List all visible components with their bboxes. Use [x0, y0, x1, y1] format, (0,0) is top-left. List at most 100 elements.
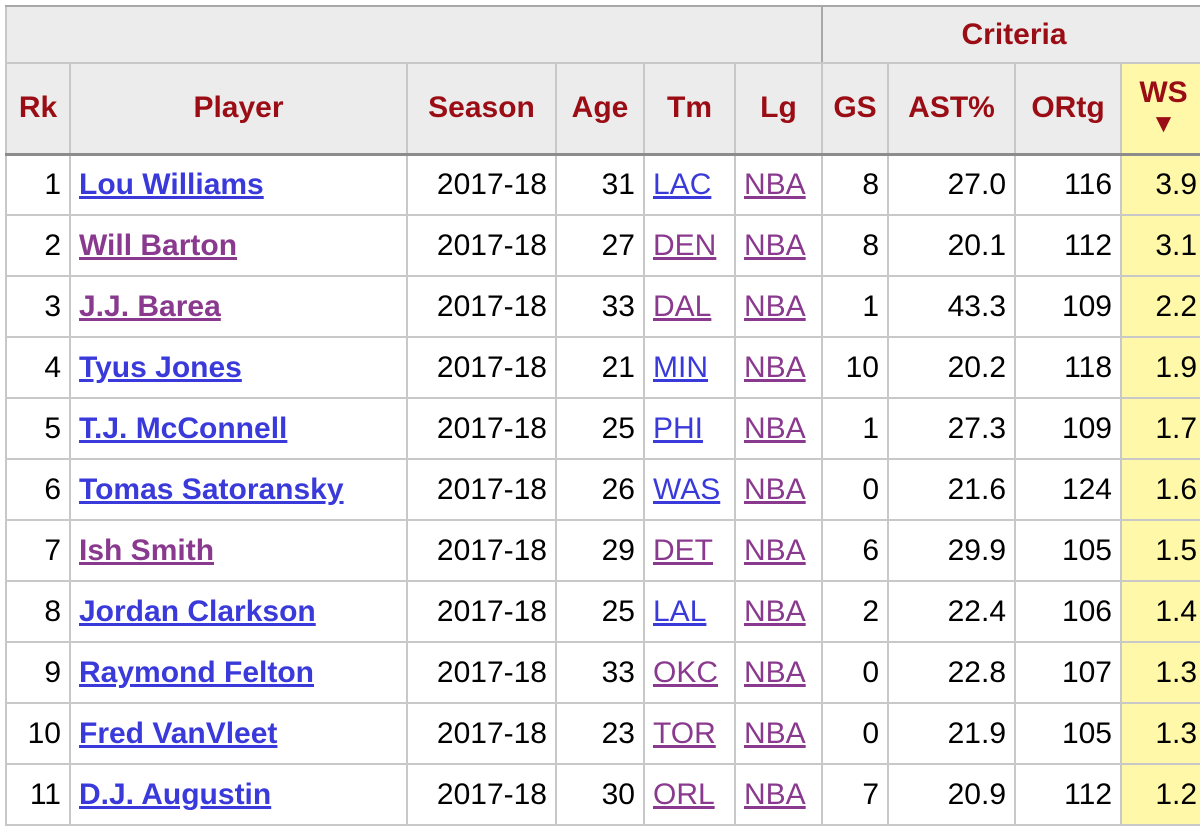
player-cell: Ish Smith — [69, 519, 408, 582]
rk-cell: 1 — [5, 153, 71, 216]
age-cell: 21 — [555, 336, 645, 399]
player-cell: Tyus Jones — [69, 336, 408, 399]
criteria-group-header: Criteria — [820, 5, 1200, 64]
team-link[interactable]: TOR — [653, 716, 716, 750]
player-cell: J.J. Barea — [69, 275, 408, 338]
ws-cell: 1.2 — [1119, 763, 1200, 826]
ast-pct-cell: 27.3 — [887, 397, 1016, 460]
col-header-rk[interactable]: Rk — [5, 62, 71, 156]
col-header-tm[interactable]: Tm — [643, 62, 736, 156]
team-link[interactable]: DET — [653, 533, 713, 567]
team-link[interactable]: OKC — [653, 655, 719, 689]
ortg-cell: 105 — [1014, 702, 1122, 765]
league-link[interactable]: NBA — [744, 655, 806, 689]
team-link[interactable]: LAL — [653, 594, 707, 628]
ws-cell: 1.7 — [1119, 397, 1200, 460]
table-row: 8 Jordan Clarkson 2017-18 25 LAL NBA 2 22.4 106 1… — [5, 580, 1200, 643]
col-header-lg[interactable]: Lg — [734, 62, 823, 156]
player-link[interactable]: Ish Smith — [79, 533, 215, 567]
rk-cell: 6 — [5, 458, 71, 521]
team-link[interactable]: PHI — [653, 411, 704, 445]
ortg-cell: 107 — [1014, 641, 1122, 704]
season-cell: 2017-18 — [406, 153, 557, 216]
col-header-ast-pct[interactable]: AST% — [887, 62, 1016, 156]
age-cell: 27 — [555, 214, 645, 277]
league-link[interactable]: NBA — [744, 777, 806, 811]
ws-cell: 1.3 — [1119, 641, 1200, 704]
ast-pct-cell: 20.2 — [887, 336, 1016, 399]
gs-cell: 0 — [821, 702, 889, 765]
league-cell: NBA — [734, 519, 823, 582]
age-cell: 33 — [555, 641, 645, 704]
league-link[interactable]: NBA — [744, 594, 806, 628]
league-link[interactable]: NBA — [744, 533, 806, 567]
age-cell: 33 — [555, 275, 645, 338]
gs-cell: 8 — [821, 214, 889, 277]
col-header-season[interactable]: Season — [406, 62, 557, 156]
team-link[interactable]: DAL — [653, 289, 712, 323]
rk-cell: 2 — [5, 214, 71, 277]
league-link[interactable]: NBA — [744, 228, 806, 262]
ws-cell: 3.9 — [1119, 153, 1200, 216]
season-cell: 2017-18 — [406, 641, 557, 704]
ast-pct-cell: 22.8 — [887, 641, 1016, 704]
season-cell: 2017-18 — [406, 763, 557, 826]
team-link[interactable]: MIN — [653, 350, 708, 384]
league-cell: NBA — [734, 336, 823, 399]
col-header-player[interactable]: Player — [69, 62, 408, 156]
league-link[interactable]: NBA — [744, 411, 806, 445]
table-row: 4 Tyus Jones 2017-18 21 MIN NBA 10 20.2 118 1.9 — [5, 336, 1200, 399]
gs-cell: 6 — [821, 519, 889, 582]
table-row: 9 Raymond Felton 2017-18 33 OKC NBA 0 22.8 107 1.… — [5, 641, 1200, 704]
age-cell: 26 — [555, 458, 645, 521]
player-link[interactable]: Will Barton — [79, 228, 238, 262]
player-link[interactable]: Tomas Satoransky — [79, 472, 344, 506]
player-link[interactable]: D.J. Augustin — [79, 777, 272, 811]
league-link[interactable]: NBA — [744, 716, 806, 750]
team-link[interactable]: DEN — [653, 228, 717, 262]
rk-cell: 9 — [5, 641, 71, 704]
league-link[interactable]: NBA — [744, 350, 806, 384]
player-cell: Lou Williams — [69, 153, 408, 216]
team-link[interactable]: ORL — [653, 777, 715, 811]
rk-cell: 5 — [5, 397, 71, 460]
age-cell: 30 — [555, 763, 645, 826]
player-link[interactable]: Lou Williams — [79, 167, 264, 201]
ast-pct-cell: 20.1 — [887, 214, 1016, 277]
player-link[interactable]: Tyus Jones — [79, 350, 242, 384]
gs-cell: 7 — [821, 763, 889, 826]
season-cell: 2017-18 — [406, 336, 557, 399]
rk-cell: 10 — [5, 702, 71, 765]
ortg-cell: 118 — [1014, 336, 1122, 399]
col-header-ws[interactable]: WS ▼ — [1119, 62, 1200, 156]
player-link[interactable]: J.J. Barea — [79, 289, 221, 323]
league-link[interactable]: NBA — [744, 289, 806, 323]
col-header-age[interactable]: Age — [555, 62, 645, 156]
gs-cell: 0 — [821, 458, 889, 521]
ws-cell: 1.9 — [1119, 336, 1200, 399]
league-cell: NBA — [734, 458, 823, 521]
season-cell: 2017-18 — [406, 397, 557, 460]
player-link[interactable]: Fred VanVleet — [79, 716, 278, 750]
league-cell: NBA — [734, 214, 823, 277]
col-header-ortg[interactable]: ORtg — [1014, 62, 1122, 156]
team-link[interactable]: WAS — [653, 472, 721, 506]
player-link[interactable]: T.J. McConnell — [79, 411, 288, 445]
ast-pct-cell: 21.9 — [887, 702, 1016, 765]
team-link[interactable]: LAC — [653, 167, 712, 201]
table-row: 10 Fred VanVleet 2017-18 23 TOR NBA 0 21.9 105 1.… — [5, 702, 1200, 765]
player-cell: Tomas Satoransky — [69, 458, 408, 521]
ortg-cell: 109 — [1014, 275, 1122, 338]
league-link[interactable]: NBA — [744, 472, 806, 506]
team-cell: TOR — [643, 702, 736, 765]
player-link[interactable]: Jordan Clarkson — [79, 594, 316, 628]
col-header-gs[interactable]: GS — [821, 62, 889, 156]
league-cell: NBA — [734, 153, 823, 216]
ortg-cell: 105 — [1014, 519, 1122, 582]
ortg-cell: 112 — [1014, 214, 1122, 277]
league-cell: NBA — [734, 580, 823, 643]
league-link[interactable]: NBA — [744, 167, 806, 201]
season-cell: 2017-18 — [406, 519, 557, 582]
player-link[interactable]: Raymond Felton — [79, 655, 315, 689]
league-cell: NBA — [734, 397, 823, 460]
